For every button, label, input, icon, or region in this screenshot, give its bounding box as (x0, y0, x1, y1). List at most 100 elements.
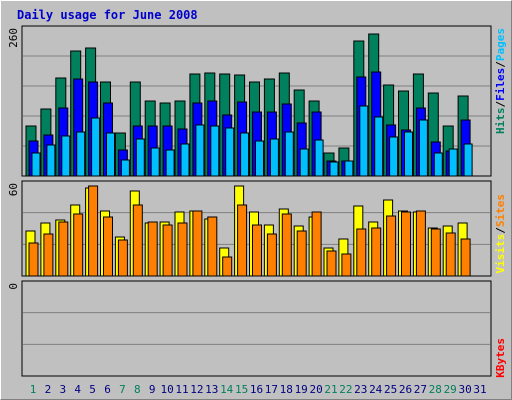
bar-sites-day-23 (356, 228, 367, 277)
bar-sites-day-25 (386, 215, 397, 277)
right-label-part: / (494, 227, 507, 234)
x-tick-label-7: 7 (119, 383, 126, 396)
x-tick-label-13: 13 (205, 383, 218, 396)
bar-sites-day-15 (237, 204, 248, 277)
bar-sites-day-10 (162, 224, 173, 277)
bar-pages-day-21 (329, 161, 339, 177)
x-tick-label-23: 23 (354, 383, 367, 396)
bar-sites-day-28 (430, 228, 441, 277)
x-tick-label-18: 18 (280, 383, 293, 396)
x-tick-label-16: 16 (250, 383, 263, 396)
bar-sites-day-14 (222, 256, 233, 277)
bar-pages-day-10 (165, 149, 175, 177)
x-tick-label-3: 3 (59, 383, 66, 396)
bar-pages-day-1 (31, 152, 41, 177)
bar-sites-day-5 (88, 185, 99, 277)
y-max-label: 260 (7, 28, 20, 48)
bar-pages-day-29 (448, 148, 458, 177)
x-tick-label-15: 15 (235, 383, 248, 396)
bar-sites-day-3 (58, 221, 69, 277)
bar-sites-day-13 (207, 216, 218, 277)
bar-sites-day-24 (371, 227, 382, 277)
x-tick-label-8: 8 (134, 383, 141, 396)
bar-sites-day-18 (281, 213, 292, 277)
bar-pages-day-17 (269, 138, 279, 177)
bar-sites-day-30 (460, 238, 471, 277)
right-label-kbytes: KBytes (494, 338, 510, 378)
bar-sites-day-8 (132, 204, 143, 277)
bar-pages-day-24 (374, 116, 384, 177)
y-max-labels: 260 60 0 (7, 28, 20, 290)
bar-pages-day-27 (418, 119, 428, 177)
bar-pages-day-22 (344, 160, 354, 177)
bar-sites-day-20 (311, 211, 322, 277)
x-tick-label-4: 4 (74, 383, 81, 396)
bar-pages-day-8 (135, 138, 145, 177)
bar-pages-day-5 (91, 117, 101, 177)
right-label-part: KBytes (494, 338, 507, 378)
bar-pages-day-20 (314, 139, 324, 177)
right-label-hits-files-pages: Hits/Files/Pages (494, 28, 510, 134)
bar-pages-day-4 (76, 131, 86, 177)
x-tick-label-28: 28 (429, 383, 442, 396)
x-tick-label-21: 21 (324, 383, 337, 396)
bar-pages-day-26 (404, 131, 413, 177)
x-tick-label-19: 19 (295, 383, 308, 396)
bar-sites-day-16 (252, 224, 262, 277)
panel-kbytes (21, 280, 492, 377)
bar-sites-day-21 (326, 250, 337, 277)
bar-pages-day-19 (299, 148, 309, 177)
bar-pages-day-7 (120, 159, 130, 177)
right-label-part: Files (494, 67, 507, 101)
right-label-part: / (494, 61, 507, 68)
y-max-label: 0 (7, 283, 20, 290)
bar-pages-day-30 (463, 143, 473, 177)
x-tick-label-11: 11 (175, 383, 188, 396)
x-tick-label-25: 25 (384, 383, 397, 396)
x-tick-label-30: 30 (458, 383, 471, 396)
right-label-part: / (494, 100, 507, 108)
bar-sites-day-7 (117, 239, 128, 277)
bar-sites-day-1 (28, 242, 39, 277)
bar-pages-day-28 (433, 152, 443, 177)
bar-sites-day-2 (43, 233, 54, 277)
right-label-sites-visits: Visits/Sites (494, 194, 510, 274)
x-tick-label-24: 24 (369, 383, 383, 396)
bars (25, 33, 473, 277)
bar-pages-day-2 (46, 144, 56, 177)
right-label-part: Visits (494, 233, 507, 274)
bar-sites-day-4 (73, 213, 84, 277)
bar-sites-day-22 (341, 253, 352, 277)
x-tick-label-6: 6 (104, 383, 111, 396)
x-tick-label-17: 17 (265, 383, 278, 396)
bar-sites-day-9 (147, 221, 158, 277)
x-tick-label-2: 2 (45, 383, 52, 396)
x-tick-label-20: 20 (309, 383, 322, 396)
bar-pages-day-3 (61, 135, 71, 177)
y-max-label: 60 (7, 183, 20, 196)
x-tick-label-9: 9 (149, 383, 156, 396)
bar-pages-day-25 (389, 136, 399, 177)
x-tick-label-10: 10 (160, 383, 173, 396)
bar-sites-day-29 (445, 232, 456, 277)
bar-pages-day-16 (255, 140, 264, 177)
bar-sites-day-6 (103, 216, 113, 277)
x-tick-label-27: 27 (414, 383, 427, 396)
bar-sites-day-11 (177, 222, 188, 277)
x-tick-label-1: 1 (30, 383, 37, 396)
bar-pages-day-14 (225, 127, 235, 177)
bar-pages-day-12 (195, 124, 205, 177)
x-tick-label-26: 26 (399, 383, 412, 396)
bar-pages-day-18 (284, 131, 294, 177)
bar-sites-day-12 (192, 210, 203, 277)
x-tick-label-22: 22 (339, 383, 352, 396)
bar-pages-day-11 (180, 143, 190, 177)
right-label-part: Hits (494, 107, 507, 135)
x-tick-label-12: 12 (190, 383, 203, 396)
bar-pages-day-23 (359, 105, 369, 177)
bar-pages-day-6 (106, 132, 115, 177)
x-tick-label-14: 14 (220, 383, 234, 396)
bar-sites-day-26 (401, 211, 411, 277)
right-label-part: Pages (494, 28, 507, 62)
